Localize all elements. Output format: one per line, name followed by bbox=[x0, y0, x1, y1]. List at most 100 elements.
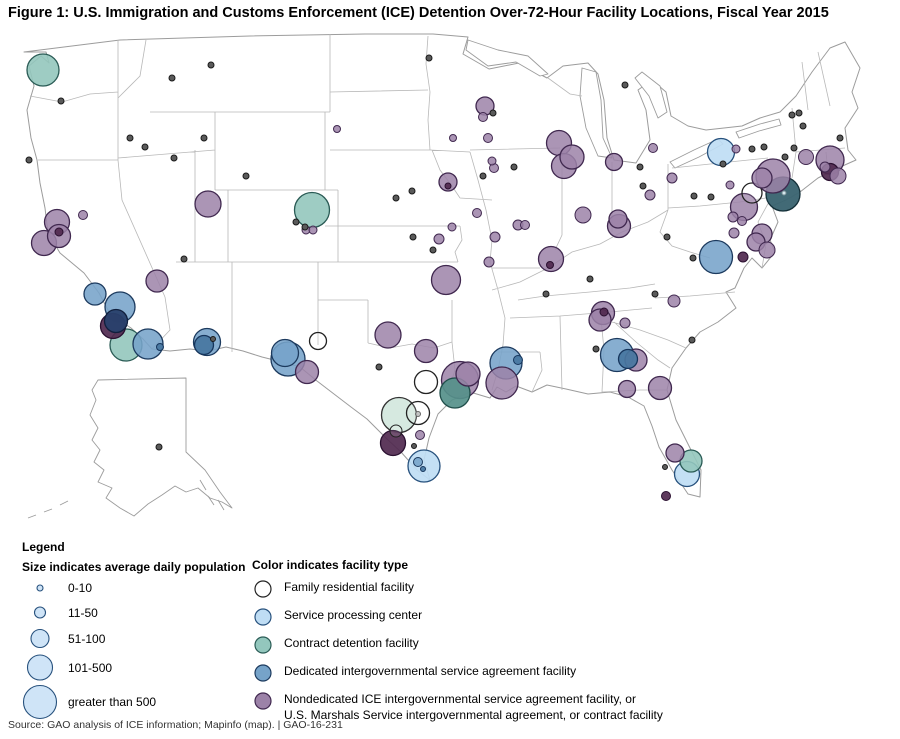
facility-marker-dot bbox=[639, 182, 647, 190]
facility-marker-dot bbox=[292, 218, 300, 226]
facility-type-circle-icon bbox=[254, 580, 272, 598]
size-circle-icon bbox=[30, 628, 50, 649]
facility-marker-ndigsa bbox=[485, 366, 519, 400]
facility-marker-digsa bbox=[413, 457, 423, 467]
facility-marker-dot bbox=[207, 61, 215, 69]
size-label: greater than 500 bbox=[68, 695, 157, 709]
facility-marker-frf bbox=[413, 369, 439, 395]
legend-heading: Legend bbox=[22, 540, 65, 554]
facility-marker-digsa_dark bbox=[156, 343, 164, 351]
legend-size: Legend Size indicates average daily popu… bbox=[22, 540, 250, 721]
legend-color: Color indicates facility type Family res… bbox=[252, 558, 882, 723]
facility-marker-digsa_dark bbox=[193, 334, 215, 356]
facility-marker-ndigsa bbox=[758, 241, 776, 259]
facility-marker-dot_gray bbox=[415, 411, 421, 417]
facility-marker-frf bbox=[308, 331, 328, 351]
facility-marker-ndigsa bbox=[574, 206, 592, 224]
facility-marker-ndigsa bbox=[798, 149, 814, 165]
facility-marker-dot bbox=[760, 143, 768, 151]
facility-marker-dot bbox=[719, 160, 727, 168]
facility-marker-ndigsa bbox=[194, 190, 222, 218]
facility-marker-ndigsa bbox=[537, 245, 565, 273]
facility-type-circle-icon bbox=[254, 692, 272, 710]
facility-marker-ndigsa bbox=[478, 112, 488, 122]
facility-type-circle-icon bbox=[254, 636, 272, 654]
state-borders bbox=[29, 34, 846, 393]
size-label: 11-50 bbox=[68, 605, 98, 620]
facility-marker-dot bbox=[489, 109, 497, 117]
facility-marker-ndigsa bbox=[483, 256, 495, 268]
size-legend-circle bbox=[33, 606, 47, 619]
figure-title: Figure 1: U.S. Immigration and Customs E… bbox=[8, 5, 829, 21]
legend-color-item: Nondedicated ICE intergovernmental servi… bbox=[252, 689, 882, 723]
size-circle-icon bbox=[26, 654, 54, 681]
legend-color-item: Service processing center bbox=[252, 605, 882, 628]
facility-marker-ndigsa bbox=[608, 209, 628, 229]
size-label: 101-500 bbox=[68, 660, 113, 675]
facility-marker-spc bbox=[407, 449, 441, 483]
facility-marker-ndigsa bbox=[489, 231, 501, 243]
facility-type-label: Service processing center bbox=[284, 608, 423, 622]
facility-marker-dot bbox=[836, 134, 844, 142]
facility-marker-dot bbox=[707, 193, 715, 201]
facility-marker-ndigsa_dark bbox=[546, 261, 554, 269]
facility-marker-digsa bbox=[270, 338, 300, 368]
facility-marker-dot bbox=[479, 172, 487, 180]
facility-marker-digsa bbox=[698, 239, 734, 275]
facility-marker-ndigsa bbox=[433, 233, 445, 245]
facility-marker-ndigsa bbox=[617, 379, 637, 399]
facility-marker-ndigsa bbox=[559, 144, 585, 170]
facility-marker-dot bbox=[621, 81, 629, 89]
facility-marker-dot bbox=[586, 275, 594, 283]
facility-marker-ndigsa bbox=[727, 211, 739, 223]
facility-marker-dot bbox=[375, 363, 383, 371]
facility-marker-dot bbox=[510, 163, 518, 171]
facility-type-legend-circle-cdf bbox=[254, 636, 272, 654]
facility-marker-dot bbox=[126, 134, 134, 142]
facility-type-label: Contract detention facility bbox=[284, 636, 419, 650]
facility-marker-ndigsa bbox=[483, 133, 493, 143]
facility-marker-dot bbox=[781, 153, 789, 161]
facility-marker-ndigsa bbox=[438, 172, 458, 192]
facility-marker-dot bbox=[663, 233, 671, 241]
facility-marker-dot bbox=[689, 254, 697, 262]
facility-marker-ndigsa bbox=[604, 152, 624, 172]
facility-marker-ndigsa bbox=[619, 317, 631, 329]
facility-marker-dot bbox=[25, 156, 33, 164]
facility-marker-dot bbox=[411, 443, 417, 449]
facility-marker-ndigsa bbox=[413, 338, 439, 364]
legend-color-item: Dedicated intergovernmental service agre… bbox=[252, 661, 882, 684]
facility-marker-ndigsa bbox=[455, 361, 481, 387]
facility-type-label: Nondedicated ICE intergovernmental servi… bbox=[284, 692, 663, 722]
facility-type-circle-icon bbox=[254, 608, 272, 626]
facility-marker-ndigsa bbox=[294, 359, 320, 385]
facility-marker-dot bbox=[200, 134, 208, 142]
facility-marker-dot bbox=[155, 443, 163, 451]
facility-marker-digsa bbox=[132, 328, 164, 360]
facility-marker-dot bbox=[662, 464, 668, 470]
source-note: Source: GAO analysis of ICE information;… bbox=[8, 719, 343, 731]
facility-marker-cdf bbox=[293, 191, 331, 229]
facility-marker-digsa bbox=[83, 282, 107, 306]
facility-marker-dot bbox=[425, 54, 433, 62]
facility-marker-ndigsa_dark bbox=[54, 227, 64, 237]
facility-marker-ndigsa bbox=[667, 294, 681, 308]
facility-marker-ndigsa bbox=[333, 125, 341, 133]
legend-color-item: Family residential facility bbox=[252, 577, 882, 600]
facility-marker-ndigsa bbox=[472, 208, 482, 218]
facility-marker-ndigsa bbox=[829, 167, 847, 185]
facility-marker-ndigsa bbox=[430, 264, 462, 296]
facility-marker-dot_light bbox=[781, 190, 787, 196]
facility-marker-dot bbox=[409, 233, 417, 241]
facility-type-legend-circle-spc bbox=[254, 608, 272, 626]
facility-marker-dot bbox=[141, 143, 149, 151]
facility-marker-ndigsa bbox=[728, 227, 740, 239]
facility-marker-ndigsa bbox=[487, 156, 497, 166]
legend-size-item: 0-10 bbox=[22, 576, 250, 600]
facility-marker-dot bbox=[392, 194, 400, 202]
facility-type-legend-circle-frf_legend bbox=[254, 580, 272, 598]
facility-marker-ndigsa bbox=[819, 161, 831, 173]
facility-marker-ndigsa bbox=[449, 134, 457, 142]
aleutian-islands bbox=[27, 479, 225, 519]
facility-marker-navy bbox=[103, 308, 129, 334]
